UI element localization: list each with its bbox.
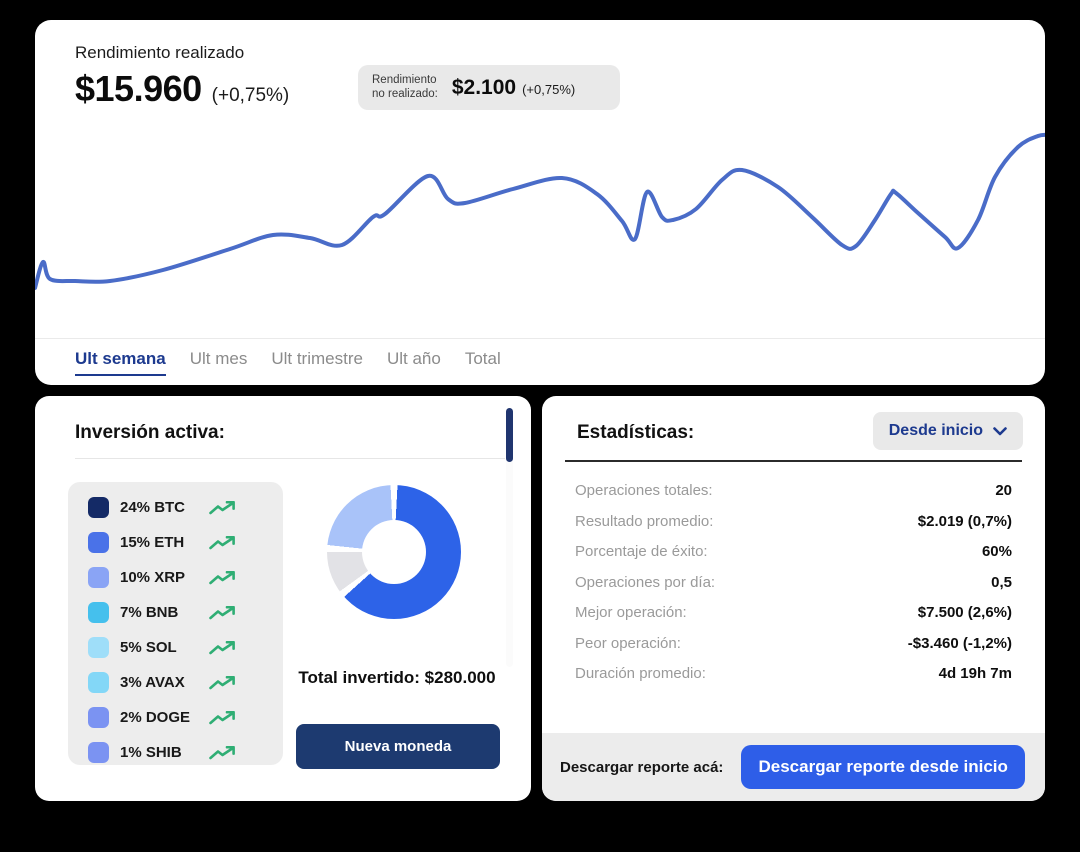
- investment-divider: [75, 458, 505, 459]
- performance-title: Rendimiento realizado: [75, 43, 245, 62]
- download-report-button[interactable]: Descargar reporte desde inicio: [741, 745, 1025, 789]
- coin-list-scrollbar-thumb[interactable]: [506, 408, 513, 462]
- coin-color-swatch: [88, 742, 109, 763]
- stat-label: Porcentaje de éxito:: [575, 543, 708, 560]
- time-range-tab[interactable]: Ult año: [386, 349, 441, 368]
- time-range-tabs: Ult semana Ult mes Ult trimestre Ult año Tot…: [75, 349, 501, 376]
- coin-row[interactable]: 10% XRP: [88, 560, 283, 595]
- trend-up-icon: [209, 675, 235, 689]
- coin-label: 15% ETH: [120, 534, 185, 551]
- time-range-tab[interactable]: Ult trimestre: [271, 349, 363, 368]
- coin-color-swatch: [88, 602, 109, 623]
- coin-color-swatch: [88, 497, 109, 518]
- coin-color-swatch: [88, 637, 109, 658]
- stat-label: Duración promedio:: [575, 665, 706, 682]
- performance-value: $15.960: [75, 68, 202, 109]
- stat-row: Operaciones totales: 20: [575, 482, 1012, 513]
- coin-color-swatch: [88, 567, 109, 588]
- time-range-tab[interactable]: Ult semana: [75, 349, 166, 376]
- stat-row: Duración promedio: 4d 19h 7m: [575, 665, 1012, 696]
- coin-label: 24% BTC: [120, 499, 186, 516]
- coin-list-scrollbar[interactable]: [506, 408, 513, 667]
- range-selector-dropdown[interactable]: Desde inicio: [872, 412, 1023, 450]
- trend-up-icon: [209, 640, 235, 654]
- statistics-card: Estadísticas: Desde inicio Operaciones t…: [542, 396, 1045, 801]
- coin-color-swatch: [88, 532, 109, 553]
- donut-hole: [361, 519, 427, 585]
- trend-up-icon: [209, 745, 235, 759]
- stat-value: -$3.460 (-1,2%): [907, 634, 1012, 652]
- performance-card: Rendimiento realizado $15.960 (+0,75%) R…: [35, 20, 1045, 385]
- coin-row[interactable]: 5% SOL: [88, 630, 283, 665]
- total-invested-label: Total invertido: $280.000: [298, 668, 496, 687]
- stat-value: 60%: [981, 543, 1012, 560]
- performance-line-chart: [35, 132, 1045, 290]
- coin-label: 3% AVAX: [120, 674, 185, 691]
- stat-label: Mejor operación:: [575, 604, 687, 621]
- coin-label: 10% XRP: [120, 569, 186, 586]
- time-range-tab[interactable]: Total: [464, 349, 501, 368]
- tabs-divider: [35, 338, 1045, 339]
- statistics-divider: [565, 460, 1022, 462]
- stat-row: Operaciones por día: 0,5: [575, 574, 1012, 605]
- stat-row: Resultado promedio: $2.019 (0,7%): [575, 513, 1012, 544]
- stat-row: Mejor operación: $7.500 (2,6%): [575, 604, 1012, 635]
- stat-value: 4d 19h 7m: [938, 665, 1012, 682]
- unrealized-performance-box: Rendimiento no realizado: $2.100 (+0,75%…: [358, 65, 620, 110]
- stat-value: $2.019 (0,7%): [917, 512, 1012, 530]
- coin-color-swatch: [88, 672, 109, 693]
- investment-title: Inversión activa:: [75, 422, 225, 443]
- trend-up-icon: [209, 570, 235, 584]
- coin-label: 7% BNB: [120, 604, 179, 621]
- coin-row[interactable]: 2% DOGE: [88, 700, 283, 735]
- stat-label: Operaciones totales:: [575, 482, 713, 499]
- trend-up-icon: [209, 710, 235, 724]
- unrealized-change: (+0,75%): [522, 81, 576, 97]
- stat-value: 20: [995, 482, 1012, 499]
- statistics-rows: Operaciones totales: 20 Resultado promed…: [542, 462, 1045, 696]
- coin-color-swatch: [88, 707, 109, 728]
- stat-label: Resultado promedio:: [575, 512, 714, 530]
- new-coin-button[interactable]: Nueva moneda: [296, 724, 500, 769]
- coin-label: 5% SOL: [120, 639, 177, 656]
- allocation-donut-chart: [327, 485, 461, 619]
- performance-change: (+0,75%): [211, 85, 290, 106]
- download-report-label: Descargar reporte acá:: [560, 758, 724, 776]
- trend-up-icon: [209, 500, 235, 514]
- stat-row: Peor operación: -$3.460 (-1,2%): [575, 635, 1012, 666]
- coin-row[interactable]: 1% SHIB: [88, 735, 283, 765]
- performance-value-row: $15.960 (+0,75%): [75, 68, 289, 110]
- chevron-down-icon: [993, 426, 1007, 435]
- coin-row[interactable]: 24% BTC: [88, 490, 283, 525]
- unrealized-label: Rendimiento no realizado:: [372, 73, 438, 100]
- coin-row[interactable]: 15% ETH: [88, 525, 283, 560]
- stat-value: 0,5: [991, 573, 1012, 591]
- trend-up-icon: [209, 605, 235, 619]
- coin-row[interactable]: 3% AVAX: [88, 665, 283, 700]
- coin-list[interactable]: 24% BTC 15% ETH 10% XRP 7% BNB 5% SOL 3%…: [68, 482, 283, 765]
- active-investment-card: Inversión activa: 24% BTC 15% ETH 10% XR…: [35, 396, 531, 801]
- statistics-title: Estadísticas:: [577, 422, 695, 443]
- unrealized-value: $2.100: [451, 75, 517, 99]
- range-selector-label: Desde inicio: [888, 422, 983, 439]
- stat-label: Peor operación:: [575, 634, 681, 652]
- coin-row[interactable]: 7% BNB: [88, 595, 283, 630]
- stat-row: Porcentaje de éxito: 60%: [575, 543, 1012, 574]
- trend-up-icon: [209, 535, 235, 549]
- stat-label: Operaciones por día:: [575, 573, 716, 591]
- report-footer: Descargar reporte acá: Descargar reporte…: [542, 733, 1045, 801]
- coin-label: 2% DOGE: [120, 709, 191, 726]
- stat-value: $7.500 (2,6%): [917, 604, 1012, 621]
- coin-label: 1% SHIB: [120, 744, 182, 761]
- time-range-tab[interactable]: Ult mes: [189, 349, 248, 368]
